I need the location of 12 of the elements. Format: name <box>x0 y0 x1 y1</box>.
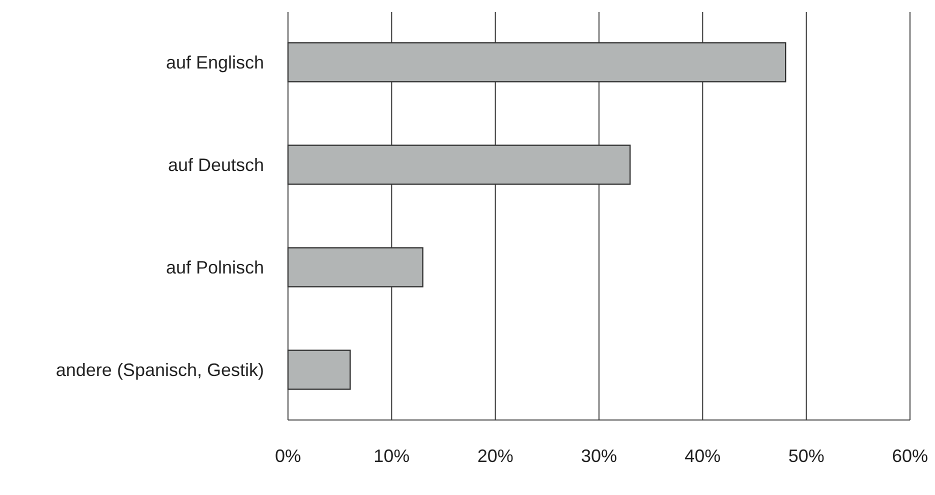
x-tick-label: 0% <box>274 446 302 466</box>
y-tick-label: andere (Spanisch, Gestik) <box>56 360 264 380</box>
y-tick-label: auf Englisch <box>166 52 264 73</box>
x-tick-label: 50% <box>788 446 824 466</box>
x-tick-label: 30% <box>580 446 618 466</box>
x-tick-label: 10% <box>374 446 410 466</box>
x-tick-label: 60% <box>892 446 928 466</box>
x-tick-label: 20% <box>477 446 514 466</box>
y-tick-label: auf Polnisch <box>166 258 264 278</box>
y-tick-label: auf Deutsch <box>168 155 264 176</box>
x-tick-label: 40% <box>684 446 721 466</box>
bar <box>287 350 351 390</box>
